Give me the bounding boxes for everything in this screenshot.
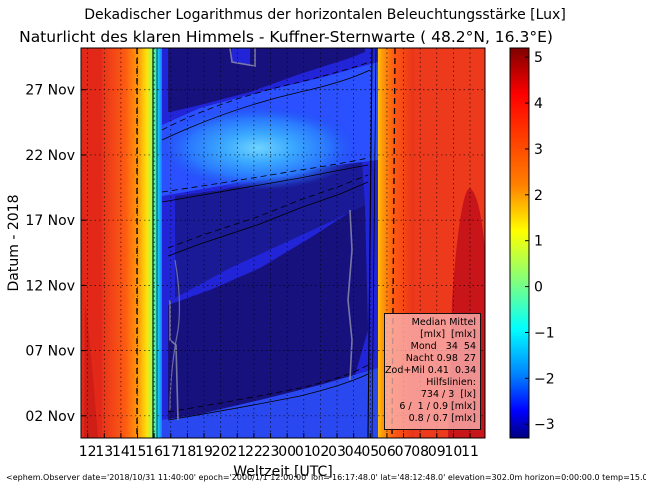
dusk-gradient (102, 48, 168, 438)
info-line: Hilfslinien: (426, 377, 476, 388)
x-tick-label: 17 (162, 444, 180, 460)
x-tick-label: 05 (361, 444, 379, 460)
y-axis-label: Datum - 2018 (6, 195, 22, 292)
x-tick-label: 19 (195, 444, 213, 460)
contour-lines (136, 48, 396, 438)
x-tick-label: 23 (262, 444, 280, 460)
y-tick-label: 17 Nov (25, 213, 75, 229)
x-tick-label: 21 (228, 444, 246, 460)
x-tick-label: 18 (178, 444, 196, 460)
colorbar-tick-label: 5 (534, 50, 543, 66)
y-tick-label: 02 Nov (25, 409, 75, 425)
x-tick-label: 01 (295, 444, 313, 460)
x-tick-label: 04 (345, 444, 363, 460)
y-axis-ticks: 02 Nov 07 Nov 12 Nov 17 Nov 22 Nov 27 Nov (25, 83, 86, 425)
night-dark-middle (168, 205, 368, 425)
colorbar-ticks: 5 4 3 2 1 0 −1 −2 −3 (525, 50, 555, 433)
chart-suptitle: Dekadischer Logarithmus der horizontalen… (84, 7, 566, 23)
x-tick-label: 10 (444, 444, 462, 460)
info-line: [mlx] [mlx] (420, 329, 476, 340)
x-tick-label: 07 (395, 444, 413, 460)
colorbar-tick-label: −3 (534, 417, 555, 433)
x-tick-label: 14 (112, 444, 130, 460)
info-line: Zod+Mil 0.41 0.34 (385, 365, 477, 376)
y-tick-label: 12 Nov (25, 278, 75, 294)
x-tick-label: 00 (278, 444, 296, 460)
x-tick-label: 06 (378, 444, 396, 460)
x-tick-label: 03 (328, 444, 346, 460)
info-line: Nacht 0.98 27 (405, 353, 476, 364)
plot-frame (80, 47, 486, 439)
x-axis-label: Weltzeit [UTC] (233, 464, 332, 480)
observer-footer: <ephem.Observer date='2018/10/31 11:40:0… (6, 473, 646, 482)
y-tick-label: 07 Nov (25, 344, 75, 360)
y-tick-label: 27 Nov (25, 83, 75, 99)
info-line: 0.8 / 0.7 [mlx] (408, 413, 476, 424)
x-tick-label: 15 (129, 444, 147, 460)
x-tick-label: 09 (428, 444, 446, 460)
info-line: Mond 34 54 (410, 341, 476, 352)
info-line: Median Mittel (411, 317, 476, 328)
x-tick-label: 11 (461, 444, 479, 460)
night-dark-top (168, 48, 365, 112)
x-tick-label: 08 (411, 444, 429, 460)
night-dark-band (175, 160, 365, 298)
colorbar-tick-label: −2 (534, 371, 555, 387)
colorbar-tick-label: 1 (534, 234, 543, 250)
info-line: 734 / 3 [lx] (420, 389, 476, 400)
x-tick-label: 22 (245, 444, 263, 460)
x-tick-label: 13 (95, 444, 113, 460)
x-tick-label: 12 (79, 444, 97, 460)
moonlight-outline (169, 48, 353, 421)
colorbar-tick-label: 0 (534, 280, 543, 296)
colorbar (509, 47, 530, 439)
x-tick-label: 20 (212, 444, 230, 460)
x-tick-label: 16 (145, 444, 163, 460)
statistics-info-box: Median Mittel [mlx] [mlx] Mond 34 54 Nac… (384, 313, 481, 430)
colorbar-tick-label: 3 (534, 142, 543, 158)
y-tick-label: 22 Nov (25, 148, 75, 164)
x-axis-ticks: 1213141516171819202122230001020304050607… (79, 433, 479, 460)
colorbar-tick-label: 4 (534, 96, 543, 112)
info-line: 6 / 1 / 0.9 [mlx] (399, 401, 476, 412)
colorbar-tick-label: −1 (534, 325, 555, 341)
moonlit-band-lower (162, 368, 378, 438)
x-tick-label: 02 (311, 444, 329, 460)
colorbar-tick-label: 2 (534, 188, 543, 204)
moon-glow (158, 106, 358, 190)
chart-title: Naturlicht des klaren Himmels - Kuffner-… (19, 28, 553, 46)
